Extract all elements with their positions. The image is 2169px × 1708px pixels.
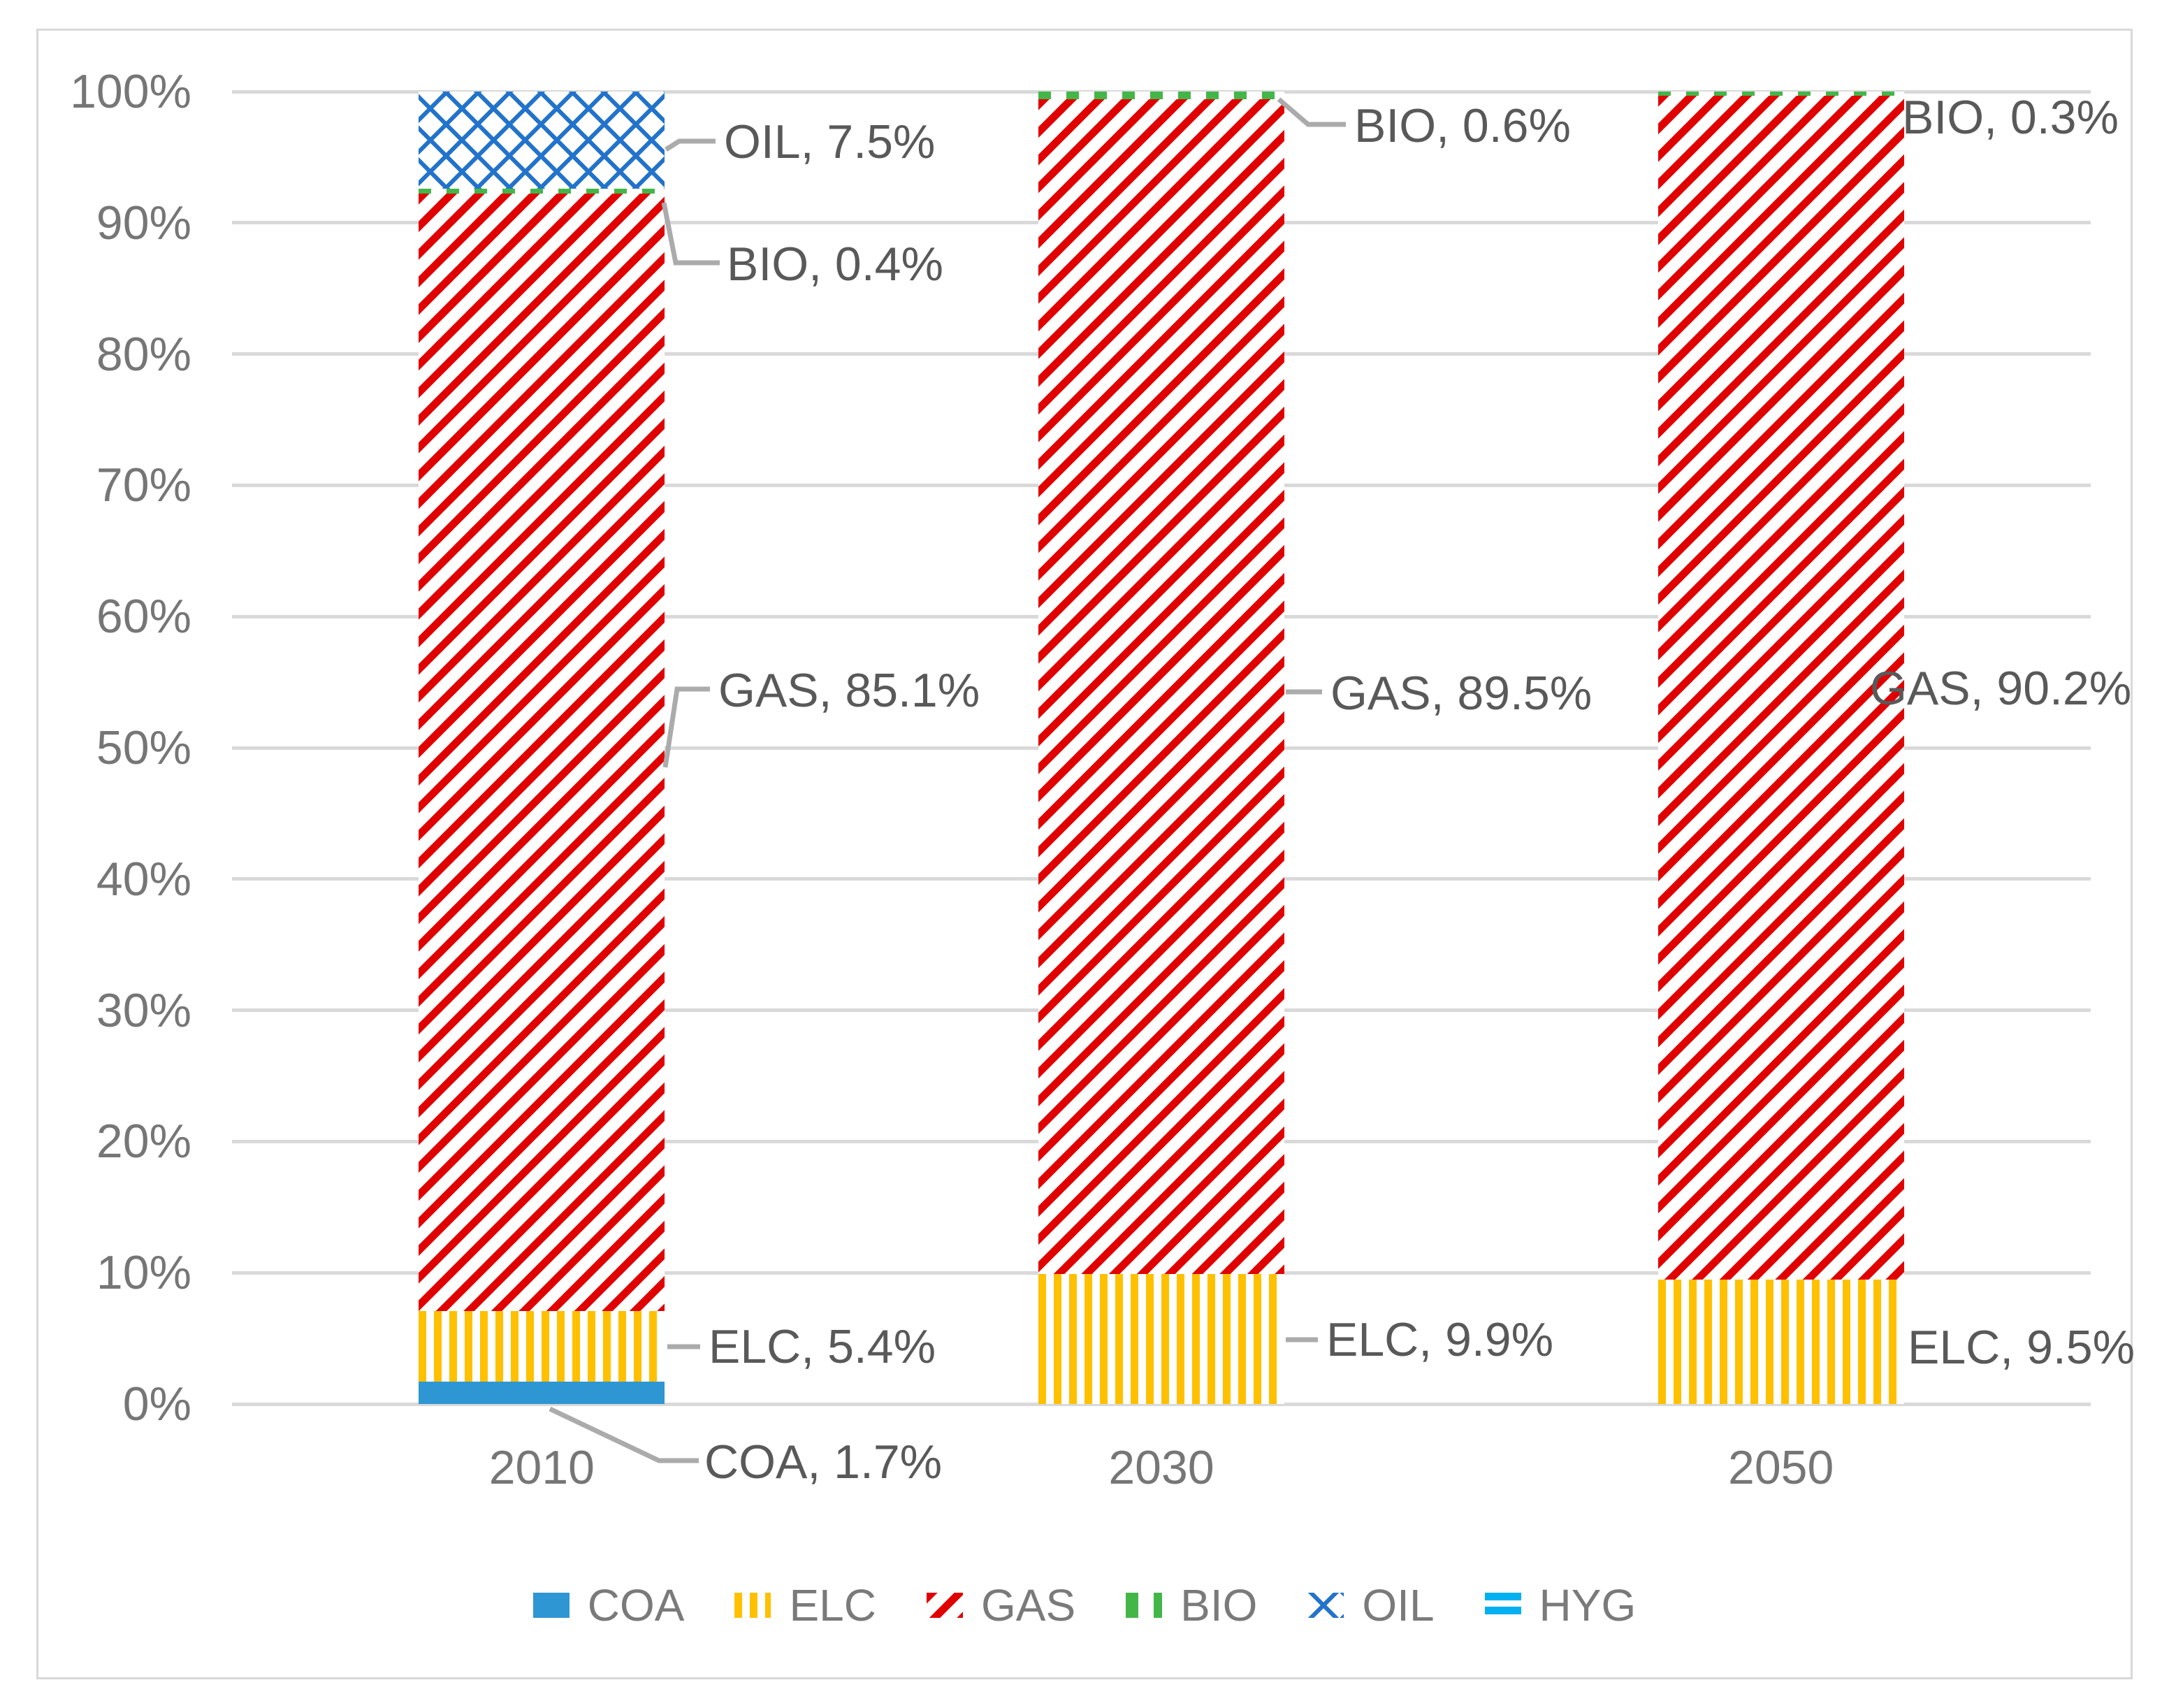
legend-swatch-elc-icon [734,1593,771,1618]
y-axis-tick-50%: 50% [96,721,191,774]
y-axis-tick-40%: 40% [96,852,191,906]
legend-item-hyg[interactable]: HYG [1484,1580,1637,1630]
legend-label-oil: OIL [1362,1580,1435,1630]
bar-2050-bio-segment[interactable] [1657,92,1904,96]
x-axis-label-2050: 2050 [1728,1441,1834,1494]
bar-2010-gas-segment[interactable] [419,194,665,1311]
bar-2030-bio-segment[interactable] [1038,92,1284,100]
x-axis-label-2010: 2010 [488,1441,595,1494]
bar-2010-bio-segment[interactable] [419,188,665,194]
bar-2050-gas-segment[interactable] [1657,95,1904,1280]
legend-swatch-coa-icon [532,1593,570,1618]
data-label-bio-2050: BIO, 0.3% [1902,91,2119,144]
chart-legend: COA ELC GAS BIO OIL HYG [0,1574,2169,1637]
data-label-coa-2010: COA, 1.7% [704,1435,943,1489]
y-axis-tick-80%: 80% [96,327,191,381]
bar-2010-elc-segment[interactable] [419,1310,665,1382]
legend-item-elc[interactable]: ELC [734,1583,876,1628]
y-axis-tick-100%: 100% [70,65,191,118]
bar-2010-coa-segment[interactable] [419,1382,665,1404]
data-label-bio-2010: BIO, 0.4% [727,238,943,291]
data-label-gas-2010: GAS, 85.1% [718,664,980,717]
legend-label-bio: BIO [1180,1580,1258,1630]
bar-2050-elc-segment[interactable] [1657,1279,1904,1404]
x-axis-label-2030: 2030 [1108,1441,1214,1494]
y-axis-tick-30%: 30% [96,983,191,1037]
data-label-gas-2050: GAS, 90.2% [1870,662,2132,715]
legend-item-gas[interactable]: GAS [926,1580,1076,1630]
data-label-bio-2030: BIO, 0.6% [1354,99,1571,152]
legend-swatch-bio-icon [1126,1593,1163,1618]
y-axis-tick-90%: 90% [96,196,191,249]
data-label-elc-2010: ELC, 5.4% [709,1320,936,1373]
bar-2010-oil-segment[interactable] [419,92,665,189]
legend-swatch-gas-icon [926,1593,963,1618]
legend-label-hyg: HYG [1539,1580,1637,1630]
y-axis-tick-0%: 0% [122,1377,191,1431]
legend-label-elc: ELC [789,1580,876,1630]
legend-swatch-oil-icon [1307,1593,1344,1618]
legend-item-coa[interactable]: COA [532,1580,685,1630]
y-axis-tick-10%: 10% [96,1246,191,1300]
y-axis-tick-60%: 60% [96,590,191,644]
y-axis-tick-70%: 70% [96,458,191,512]
data-label-oil-2010: OIL, 7.5% [724,115,936,168]
legend-swatch-hyg-icon [1484,1593,1521,1618]
legend-label-coa: COA [587,1580,685,1630]
legend-label-gas: GAS [980,1580,1076,1630]
bar-2030-gas-segment[interactable] [1038,99,1284,1275]
legend-item-oil[interactable]: OIL [1307,1580,1435,1630]
legend-item-bio[interactable]: BIO [1126,1583,1257,1628]
y-axis-tick-20%: 20% [96,1115,191,1168]
bar-2030-elc-segment[interactable] [1038,1274,1284,1404]
gridline-0% [232,1402,2091,1406]
data-label-elc-2030: ELC, 9.9% [1326,1313,1554,1366]
data-label-elc-2050: ELC, 9.5% [1908,1321,2135,1374]
data-label-gas-2030: GAS, 89.5% [1330,667,1593,720]
